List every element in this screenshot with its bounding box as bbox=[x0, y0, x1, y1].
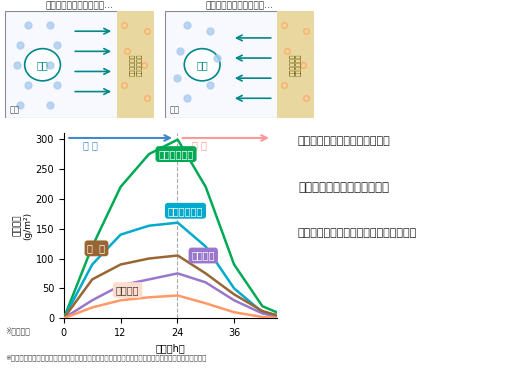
Text: 放湿: 放湿 bbox=[196, 60, 208, 70]
Text: ヌリカラットは２～３倍！！: ヌリカラットは２～３倍！！ bbox=[298, 181, 389, 194]
Text: エコカラット
ヌリカラット: エコカラット ヌリカラット bbox=[290, 54, 302, 76]
Text: 室内: 室内 bbox=[169, 105, 179, 114]
Bar bbox=[117, 11, 154, 118]
Text: 調湿壁紙: 調湿壁紙 bbox=[116, 285, 139, 295]
Text: エコカラット
ヌリカラット: エコカラット ヌリカラット bbox=[130, 54, 143, 76]
Text: ※当社試験: ※当社試験 bbox=[5, 326, 30, 335]
Text: その能力を珪藻土と比べると，: その能力を珪藻土と比べると， bbox=[298, 136, 390, 146]
Title: 室内の湿度が低くなると…: 室内の湿度が低くなると… bbox=[205, 1, 273, 10]
Text: ※試験結果は当社試験によるものです。他建材、家具の設置、気象、換気等の条件によって異なります。: ※試験結果は当社試験によるものです。他建材、家具の設置、気象、換気等の条件によっ… bbox=[5, 354, 207, 360]
Text: さらに，エコカラットは，４～５倍！！: さらに，エコカラットは，４～５倍！！ bbox=[298, 228, 417, 238]
Text: エコカラット: エコカラット bbox=[159, 149, 194, 159]
Text: ヌリカラット: ヌリカラット bbox=[168, 206, 203, 216]
Bar bbox=[277, 11, 314, 118]
Text: 放 湿: 放 湿 bbox=[192, 140, 206, 150]
X-axis label: 時間（h）: 時間（h） bbox=[155, 343, 185, 353]
Y-axis label: 吸放湿量
(g/m²): 吸放湿量 (g/m²) bbox=[13, 212, 32, 240]
Circle shape bbox=[24, 48, 61, 81]
Text: 吸 湿: 吸 湿 bbox=[83, 140, 98, 150]
Text: 珪藻土壁: 珪藻土壁 bbox=[192, 250, 215, 260]
Text: 室内: 室内 bbox=[10, 105, 20, 114]
Title: 室内の湿度が高くなると…: 室内の湿度が高くなると… bbox=[46, 1, 114, 10]
Text: 木  材: 木 材 bbox=[87, 243, 105, 253]
Text: 吸湿: 吸湿 bbox=[37, 60, 48, 70]
Circle shape bbox=[184, 48, 220, 81]
